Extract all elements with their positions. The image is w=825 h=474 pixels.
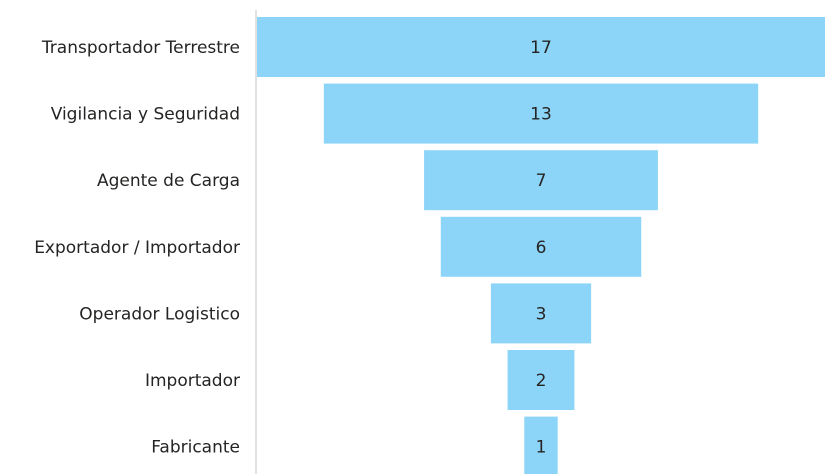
category-label: Fabricante xyxy=(151,438,240,458)
funnel-bar xyxy=(440,216,642,277)
funnel-bar xyxy=(524,416,558,474)
category-label: Agente de Carga xyxy=(97,171,240,191)
category-label: Importador xyxy=(145,371,240,391)
category-label: Transportador Terrestre xyxy=(41,38,240,58)
value-label: 3 xyxy=(536,304,547,324)
funnel-bar xyxy=(490,283,592,344)
value-label: 1 xyxy=(536,438,547,458)
value-label: 17 xyxy=(530,38,552,58)
funnel-bar xyxy=(257,17,825,77)
category-label: Exportador / Importador xyxy=(34,238,240,258)
category-label: Vigilancia y Seguridad xyxy=(51,105,240,125)
funnel-bar xyxy=(323,83,759,144)
value-label: 6 xyxy=(536,238,547,258)
value-label: 7 xyxy=(536,171,547,191)
funnel-bar xyxy=(507,350,575,410)
funnel-bar xyxy=(424,150,658,211)
value-label: 13 xyxy=(530,105,552,125)
value-label: 2 xyxy=(536,371,547,391)
category-label: Operador Logistico xyxy=(79,304,240,324)
